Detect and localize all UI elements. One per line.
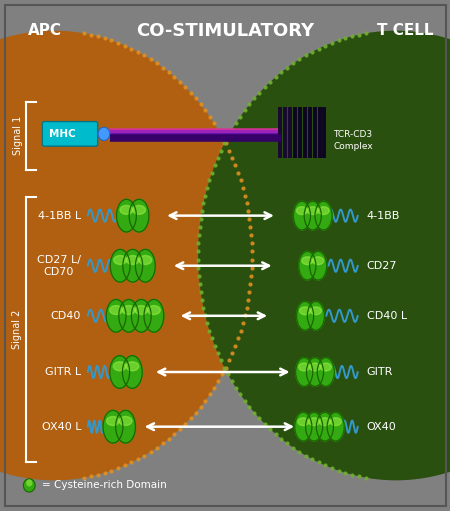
Ellipse shape [135, 249, 155, 282]
Ellipse shape [309, 418, 320, 426]
Ellipse shape [148, 306, 160, 315]
Text: OX40: OX40 [367, 422, 396, 432]
Text: T CELL: T CELL [377, 23, 433, 38]
Ellipse shape [320, 363, 331, 371]
Ellipse shape [320, 418, 330, 426]
Ellipse shape [316, 412, 333, 441]
Text: GITR L: GITR L [45, 367, 81, 377]
Ellipse shape [306, 358, 324, 386]
Ellipse shape [307, 301, 324, 330]
Ellipse shape [318, 207, 329, 215]
Ellipse shape [129, 199, 149, 232]
Ellipse shape [110, 249, 130, 282]
Text: CD27 L/
CD70: CD27 L/ CD70 [37, 255, 81, 276]
Ellipse shape [126, 256, 139, 265]
Ellipse shape [106, 299, 126, 332]
Circle shape [198, 31, 450, 480]
Ellipse shape [103, 410, 123, 443]
Ellipse shape [126, 362, 139, 371]
Text: CD40 L: CD40 L [367, 311, 407, 321]
Ellipse shape [144, 299, 164, 332]
Text: MHC: MHC [49, 129, 75, 139]
Ellipse shape [119, 416, 132, 426]
Text: 4-1BB L: 4-1BB L [38, 211, 81, 221]
Ellipse shape [116, 410, 135, 443]
Text: TCR-CD3
Complex: TCR-CD3 Complex [333, 130, 373, 151]
Text: APC: APC [28, 23, 62, 38]
Ellipse shape [122, 356, 142, 388]
Ellipse shape [299, 363, 310, 371]
Text: CO-STIMULATORY: CO-STIMULATORY [136, 21, 314, 40]
Text: CD40: CD40 [50, 311, 81, 321]
Ellipse shape [120, 205, 133, 215]
Ellipse shape [295, 412, 312, 441]
Ellipse shape [133, 205, 145, 215]
Text: 4-1BB: 4-1BB [367, 211, 400, 221]
Ellipse shape [317, 358, 334, 386]
Ellipse shape [313, 257, 324, 265]
Ellipse shape [139, 256, 152, 265]
Circle shape [26, 479, 32, 486]
Ellipse shape [310, 251, 327, 280]
Text: Signal 1: Signal 1 [13, 116, 23, 155]
Ellipse shape [300, 307, 310, 315]
Ellipse shape [114, 256, 126, 265]
Ellipse shape [310, 307, 321, 315]
Ellipse shape [296, 358, 313, 386]
Ellipse shape [304, 201, 321, 230]
Ellipse shape [113, 362, 126, 371]
Ellipse shape [330, 418, 341, 426]
Ellipse shape [122, 306, 135, 315]
Ellipse shape [310, 363, 320, 371]
Ellipse shape [119, 299, 139, 332]
Circle shape [23, 479, 35, 492]
Ellipse shape [131, 299, 151, 332]
Ellipse shape [135, 306, 148, 315]
Text: GITR: GITR [367, 367, 393, 377]
Ellipse shape [123, 249, 143, 282]
Ellipse shape [117, 199, 136, 232]
Ellipse shape [110, 356, 130, 388]
Text: = Cysteine-rich Domain: = Cysteine-rich Domain [42, 480, 166, 491]
Ellipse shape [297, 301, 314, 330]
Ellipse shape [315, 201, 332, 230]
Ellipse shape [110, 306, 122, 315]
Ellipse shape [302, 257, 313, 265]
Ellipse shape [293, 201, 310, 230]
Ellipse shape [327, 412, 344, 441]
Circle shape [0, 31, 252, 480]
FancyBboxPatch shape [42, 122, 98, 146]
Ellipse shape [307, 207, 318, 215]
Circle shape [98, 127, 110, 141]
Text: Signal 2: Signal 2 [12, 310, 22, 350]
Ellipse shape [306, 412, 323, 441]
Text: CD27: CD27 [367, 261, 397, 271]
Text: OX40 L: OX40 L [41, 422, 81, 432]
Ellipse shape [297, 207, 307, 215]
Ellipse shape [107, 416, 119, 426]
Ellipse shape [299, 251, 316, 280]
Ellipse shape [298, 418, 309, 426]
